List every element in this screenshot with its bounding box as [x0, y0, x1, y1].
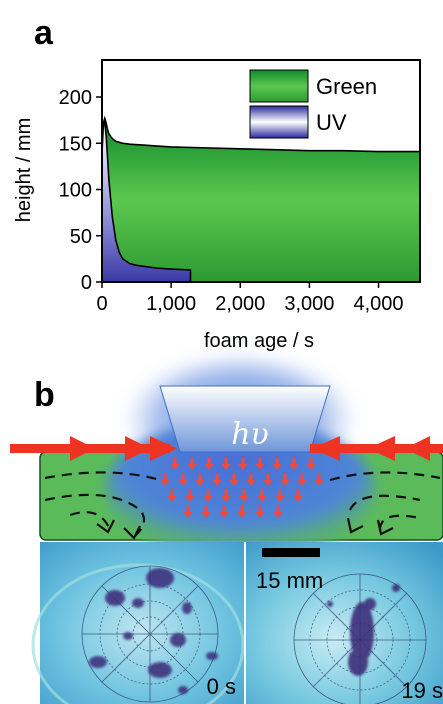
scale-bar-label: 15 mm — [256, 568, 323, 593]
illuminated-foam-region — [105, 420, 375, 560]
down-arrow-field — [160, 458, 324, 518]
chart-a: 0 1,000 2,000 3,000 4,000 0 50 100 150 200 foam … — [13, 59, 421, 352]
flow-arrowheads — [96, 517, 394, 540]
down-arrow — [170, 458, 180, 470]
down-arrow — [255, 458, 265, 470]
bubble-clusters-left — [89, 568, 218, 694]
down-arrow — [272, 458, 282, 470]
down-arrow — [293, 490, 303, 502]
down-arrow — [314, 474, 324, 486]
time-label-left: 0 s — [207, 674, 236, 699]
down-arrow — [187, 458, 197, 470]
photo-right: 15 mm 19 s — [246, 542, 443, 704]
x-tick-label: 3,000 — [284, 293, 334, 315]
drainage-arrows-right — [310, 436, 443, 461]
down-arrow — [273, 506, 283, 518]
down-arrow — [221, 458, 231, 470]
down-arrow — [289, 458, 299, 470]
photo-left: 0 s — [31, 542, 245, 704]
legend-swatch-uv — [249, 105, 309, 139]
down-arrow — [238, 458, 248, 470]
legend-label-uv: UV — [316, 110, 347, 135]
drainage-arrows-left — [10, 436, 177, 461]
schematic: hυ — [10, 350, 443, 560]
y-axis-ticks: 0 50 100 150 200 — [59, 87, 102, 294]
down-arrow — [297, 474, 307, 486]
y-tick-label: 150 — [59, 133, 92, 155]
down-arrow — [212, 474, 222, 486]
down-arrow — [178, 474, 188, 486]
down-arrow — [237, 506, 247, 518]
series-area-green — [101, 115, 421, 283]
down-arrow — [263, 474, 273, 486]
down-arrow — [160, 474, 170, 486]
down-arrow — [204, 458, 214, 470]
x-tick-label: 0 — [96, 293, 107, 315]
y-tick-label: 50 — [70, 226, 92, 248]
x-tick-label: 2,000 — [215, 293, 265, 315]
down-arrow — [195, 474, 205, 486]
plot-frame — [101, 59, 421, 283]
down-arrow — [203, 490, 213, 502]
down-arrow — [257, 490, 267, 502]
scale-bar — [262, 548, 320, 557]
down-arrow — [201, 506, 211, 518]
x-tick-label: 4,000 — [353, 293, 403, 315]
polar-grid-left — [81, 565, 219, 703]
series-area-uv — [101, 120, 192, 283]
down-arrow — [229, 474, 239, 486]
panel-b-label: b — [34, 376, 55, 414]
panel-a-label: a — [34, 14, 54, 52]
down-arrow — [219, 506, 229, 518]
down-arrow — [221, 490, 231, 502]
x-axis-label: foam age / s — [204, 330, 314, 352]
down-arrow — [280, 474, 290, 486]
bubble-cluster-right — [327, 584, 400, 676]
time-label-right: 19 s — [401, 678, 443, 703]
down-arrow — [255, 506, 265, 518]
plot-areas — [101, 115, 421, 283]
x-tick-label: 1,000 — [146, 293, 196, 315]
y-tick-label: 0 — [81, 272, 92, 294]
down-arrow — [306, 458, 316, 470]
down-arrow — [275, 490, 285, 502]
light-symbol: hυ — [231, 417, 269, 452]
legend: Green UV — [249, 69, 377, 139]
legend-label-green: Green — [316, 74, 377, 99]
down-arrow — [185, 490, 195, 502]
down-arrow — [183, 506, 193, 518]
y-tick-label: 200 — [59, 87, 92, 109]
down-arrow — [246, 474, 256, 486]
y-axis-label: height / mm — [13, 118, 35, 222]
down-arrow — [167, 490, 177, 502]
x-axis-ticks: 0 1,000 2,000 3,000 4,000 — [96, 282, 404, 315]
legend-swatch-green — [249, 69, 309, 103]
down-arrow — [239, 490, 249, 502]
y-tick-label: 100 — [59, 180, 92, 202]
